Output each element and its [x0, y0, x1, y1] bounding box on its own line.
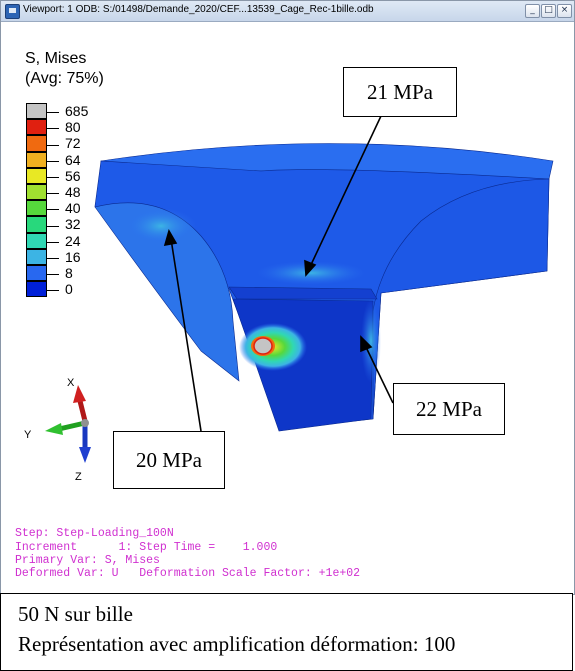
step-info: Step: Step-Loading_100N — [15, 527, 174, 540]
callout-21-mpa: 21 MPa — [343, 67, 457, 117]
viewport-icon — [5, 4, 20, 19]
legend-tick — [47, 193, 59, 195]
triad-x-label: X — [67, 377, 75, 389]
legend-tick — [47, 128, 59, 130]
close-button[interactable]: × — [557, 4, 572, 18]
legend-swatch — [26, 103, 47, 120]
legend-tick — [47, 241, 59, 243]
legend-tick — [47, 225, 59, 227]
caption-box: 50 N sur bille Représentation avec ampli… — [0, 593, 573, 671]
legend-tick — [47, 176, 59, 178]
legend-label: 72 — [65, 135, 81, 152]
triad-y-label: Y — [24, 429, 32, 441]
legend-swatch — [26, 281, 47, 298]
legend-tick — [47, 209, 59, 211]
legend-tick — [47, 112, 59, 114]
legend-label: 80 — [65, 119, 81, 136]
viewport-titlebar[interactable]: Viewport: 1 ODB: S:/01498/Demande_2020/C… — [1, 1, 574, 22]
axis-triad — [45, 385, 91, 463]
legend-subtitle: (Avg: 75%) — [25, 70, 104, 87]
legend-label: 64 — [65, 151, 81, 168]
viewport-title: Viewport: 1 ODB: S:/01498/Demande_2020/C… — [23, 4, 374, 15]
fe-model-view[interactable] — [1, 21, 574, 521]
legend-tick — [47, 274, 59, 276]
minimize-button[interactable]: _ — [525, 4, 540, 18]
caption-line-1: 50 N sur bille — [18, 602, 133, 626]
caption-line-2: Représentation avec amplification déform… — [18, 632, 456, 656]
deformed-var-info: Deformed Var: U Deformation Scale Factor… — [15, 567, 361, 580]
legend-swatch — [26, 216, 47, 233]
primary-var-info: Primary Var: S, Mises — [15, 554, 160, 567]
legend-swatch — [26, 265, 47, 282]
callout-arrows — [163, 115, 394, 432]
legend-label: 8 — [65, 265, 73, 281]
legend-swatch — [26, 232, 47, 249]
triad-z-label: Z — [75, 471, 82, 483]
fe-mesh-part — [94, 143, 554, 432]
legend-label: 32 — [65, 216, 81, 233]
callout-20-mpa: 20 MPa — [113, 431, 225, 489]
legend-swatch — [26, 184, 47, 201]
legend-tick — [47, 290, 59, 292]
legend-swatch — [26, 135, 47, 152]
legend-label: 40 — [65, 200, 81, 217]
viewport-window: Viewport: 1 ODB: S:/01498/Demande_2020/C… — [0, 0, 575, 595]
increment-info: Increment 1: Step Time = 1.000 — [15, 541, 278, 554]
maximize-button[interactable]: □ — [541, 4, 556, 18]
legend-label: 685 — [65, 103, 89, 119]
legend-label: 56 — [65, 167, 81, 184]
legend-label: 24 — [65, 232, 81, 249]
legend-label: 0 — [65, 281, 73, 298]
legend-swatch — [26, 151, 47, 168]
callout-22-mpa: 22 MPa — [393, 383, 505, 435]
legend-label: 48 — [65, 184, 81, 200]
legend-tick — [47, 160, 59, 162]
legend-swatch — [26, 119, 47, 136]
legend-swatch — [26, 248, 47, 265]
legend-swatch — [26, 200, 47, 217]
legend-tick — [47, 144, 59, 146]
legend-tick — [47, 257, 59, 259]
legend-label: 16 — [65, 248, 81, 265]
legend-swatch — [26, 167, 47, 184]
legend-title: S, Mises — [25, 50, 87, 67]
